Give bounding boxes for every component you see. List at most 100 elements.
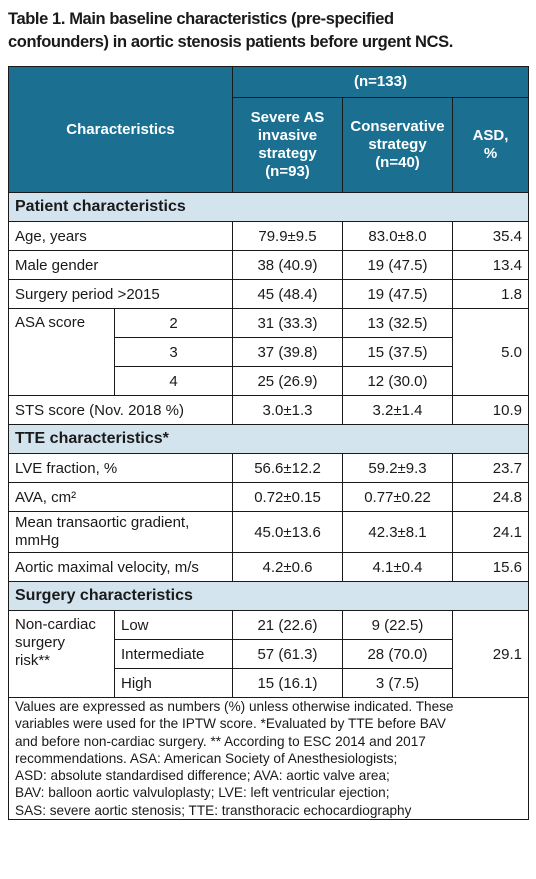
header-characteristics: Characteristics xyxy=(8,66,233,193)
section-row-surgery: Surgery characteristics xyxy=(8,581,529,611)
row-label: Male gender xyxy=(8,250,233,280)
header-invasive-line: Severe AS xyxy=(250,109,325,126)
cell-invasive: 21 (22.6) xyxy=(232,610,343,640)
table-title-line1: Table 1. Main baseline characteristics (… xyxy=(8,10,394,28)
sublevel-label: 2 xyxy=(114,308,233,338)
cell-invasive: 57 (61.3) xyxy=(232,639,343,669)
section-title-patient: Patient characteristics xyxy=(8,192,529,222)
table-row-period: Surgery period >2015 45 (48.4) 19 (47.5)… xyxy=(8,279,529,309)
header-invasive-line: (n=93) xyxy=(265,163,310,180)
sublevel-label: Low xyxy=(114,610,233,640)
footnote-line: Values are expressed as numbers (%) unle… xyxy=(15,699,454,714)
cell-invasive: 79.9±9.5 xyxy=(232,221,343,251)
header-asd: ASD, % xyxy=(452,97,529,193)
footnote-line: recommendations. ASA: American Society o… xyxy=(15,750,398,766)
header-row-2: Severe AS invasive strategy (n=93) Conse… xyxy=(9,97,529,193)
table-row-ava: AVA, cm² 0.72±0.15 0.77±0.22 24.8 xyxy=(8,482,529,512)
section-row-patient: Patient characteristics xyxy=(8,192,529,222)
table-row-risk-intermediate: Intermediate 57 (61.3) 28 (70.0) xyxy=(9,639,529,669)
header-conservative-line: Conservative xyxy=(350,118,445,135)
section-title-tte: TTE characteristics* xyxy=(8,424,529,454)
row-label-line: Mean transaortic gradient, xyxy=(15,514,190,531)
cell-asd: 1.8 xyxy=(452,279,529,309)
cell-asd: 29.1 xyxy=(452,610,529,698)
row-label: Aortic maximal velocity, m/s xyxy=(8,552,233,582)
row-label: Surgery period >2015 xyxy=(8,279,233,309)
cell-invasive: 37 (39.8) xyxy=(232,337,343,367)
table-row-lve: LVE fraction, % 56.6±12.2 59.2±9.3 23.7 xyxy=(8,453,529,483)
header-conservative-line: strategy xyxy=(368,136,427,153)
row-label: Non-cardiac surgery risk** xyxy=(8,610,115,698)
table-title-line2: confounders) in aortic stenosis patients… xyxy=(8,33,453,51)
cell-conservative: 59.2±9.3 xyxy=(342,453,453,483)
sublevel-label: 4 xyxy=(114,366,233,396)
cell-asd: 5.0 xyxy=(452,308,529,396)
cell-conservative: 3 (7.5) xyxy=(342,668,453,698)
cell-asd: 24.1 xyxy=(452,511,529,553)
footnote-line: BAV: balloon aortic valvuloplasty; LVE: … xyxy=(15,785,390,801)
footnote-line: variables were used for the IPTW score. … xyxy=(15,716,446,732)
cell-conservative: 19 (47.5) xyxy=(342,250,453,280)
cell-invasive: 3.0±1.3 xyxy=(232,395,343,425)
section-title-surgery: Surgery characteristics xyxy=(8,581,529,611)
cell-invasive: 15 (16.1) xyxy=(232,668,343,698)
table-row-asa-4: 4 25 (26.9) 12 (30.0) xyxy=(9,366,529,396)
cell-asd: 15.6 xyxy=(452,552,529,582)
row-label-line: risk** xyxy=(15,652,51,669)
header-asd-line: % xyxy=(483,145,498,162)
table-row-gradient: Mean transaortic gradient, mmHg 45.0±13.… xyxy=(8,511,529,553)
table-row-risk-low: Non-cardiac surgery risk** Low 21 (22.6)… xyxy=(8,610,529,698)
cell-invasive: 0.72±0.15 xyxy=(232,482,343,512)
header-row-1: Characteristics (n=133) xyxy=(8,66,529,193)
header-asd-line: ASD, xyxy=(472,127,509,144)
section-row-tte: TTE characteristics* xyxy=(8,424,529,454)
cell-asd: 10.9 xyxy=(452,395,529,425)
cell-invasive: 45.0±13.6 xyxy=(232,511,343,553)
footnote-line: and before non-cardiac surgery. ** Accor… xyxy=(15,733,426,749)
table-footnote: Values are expressed as numbers (%) unle… xyxy=(8,696,529,821)
cell-asd: 13.4 xyxy=(452,250,529,280)
cell-conservative: 9 (22.5) xyxy=(342,610,453,640)
row-label: Age, years xyxy=(8,221,233,251)
row-label-line: Non-cardiac xyxy=(15,616,96,633)
cell-invasive: 56.6±12.2 xyxy=(232,453,343,483)
cell-conservative: 15 (37.5) xyxy=(342,337,453,367)
row-label-line: surgery xyxy=(15,634,66,651)
header-conservative-strategy: Conservative strategy (n=40) xyxy=(342,97,453,193)
header-invasive-strategy: Severe AS invasive strategy (n=93) xyxy=(232,97,343,193)
row-label: LVE fraction, % xyxy=(8,453,233,483)
row-label: Mean transaortic gradient, mmHg xyxy=(8,511,233,553)
cell-invasive: 45 (48.4) xyxy=(232,279,343,309)
cell-conservative: 0.77±0.22 xyxy=(342,482,453,512)
header-conservative-line: (n=40) xyxy=(375,154,420,171)
table-row-sts: STS score (Nov. 2018 %) 3.0±1.3 3.2±1.4 … xyxy=(8,395,529,425)
row-label-line: mmHg xyxy=(15,532,60,549)
table-row-velocity: Aortic maximal velocity, m/s 4.2±0.6 4.1… xyxy=(8,552,529,582)
header-n-total: (n=133) xyxy=(232,66,529,98)
cell-conservative: 12 (30.0) xyxy=(342,366,453,396)
cell-conservative: 19 (47.5) xyxy=(342,279,453,309)
cell-conservative: 83.0±8.0 xyxy=(342,221,453,251)
sublevel-label: High xyxy=(114,668,233,698)
sublevel-label: Intermediate xyxy=(114,639,233,669)
cell-invasive: 38 (40.9) xyxy=(232,250,343,280)
header-invasive-line: strategy xyxy=(258,145,317,162)
table-row-male: Male gender 38 (40.9) 19 (47.5) 13.4 xyxy=(8,250,529,280)
footnote-row: Values are expressed as numbers (%) unle… xyxy=(8,696,529,821)
cell-asd: 23.7 xyxy=(452,453,529,483)
cell-conservative: 3.2±1.4 xyxy=(342,395,453,425)
table-title: Table 1. Main baseline characteristics (… xyxy=(8,8,528,54)
cell-conservative: 13 (32.5) xyxy=(342,308,453,338)
cell-conservative: 42.3±8.1 xyxy=(342,511,453,553)
table-row-risk-high: High 15 (16.1) 3 (7.5) xyxy=(9,668,529,698)
baseline-characteristics-table: Characteristics (n=133) Severe AS invasi… xyxy=(8,66,529,821)
header-invasive-line: invasive xyxy=(257,127,318,144)
row-label: ASA score xyxy=(8,308,115,396)
cell-asd: 35.4 xyxy=(452,221,529,251)
row-label: STS score (Nov. 2018 %) xyxy=(8,395,233,425)
cell-asd: 24.8 xyxy=(452,482,529,512)
cell-conservative: 4.1±0.4 xyxy=(342,552,453,582)
table-row-age: Age, years 79.9±9.5 83.0±8.0 35.4 xyxy=(8,221,529,251)
table-row-asa-2: ASA score 2 31 (33.3) 13 (32.5) 5.0 xyxy=(8,308,529,396)
